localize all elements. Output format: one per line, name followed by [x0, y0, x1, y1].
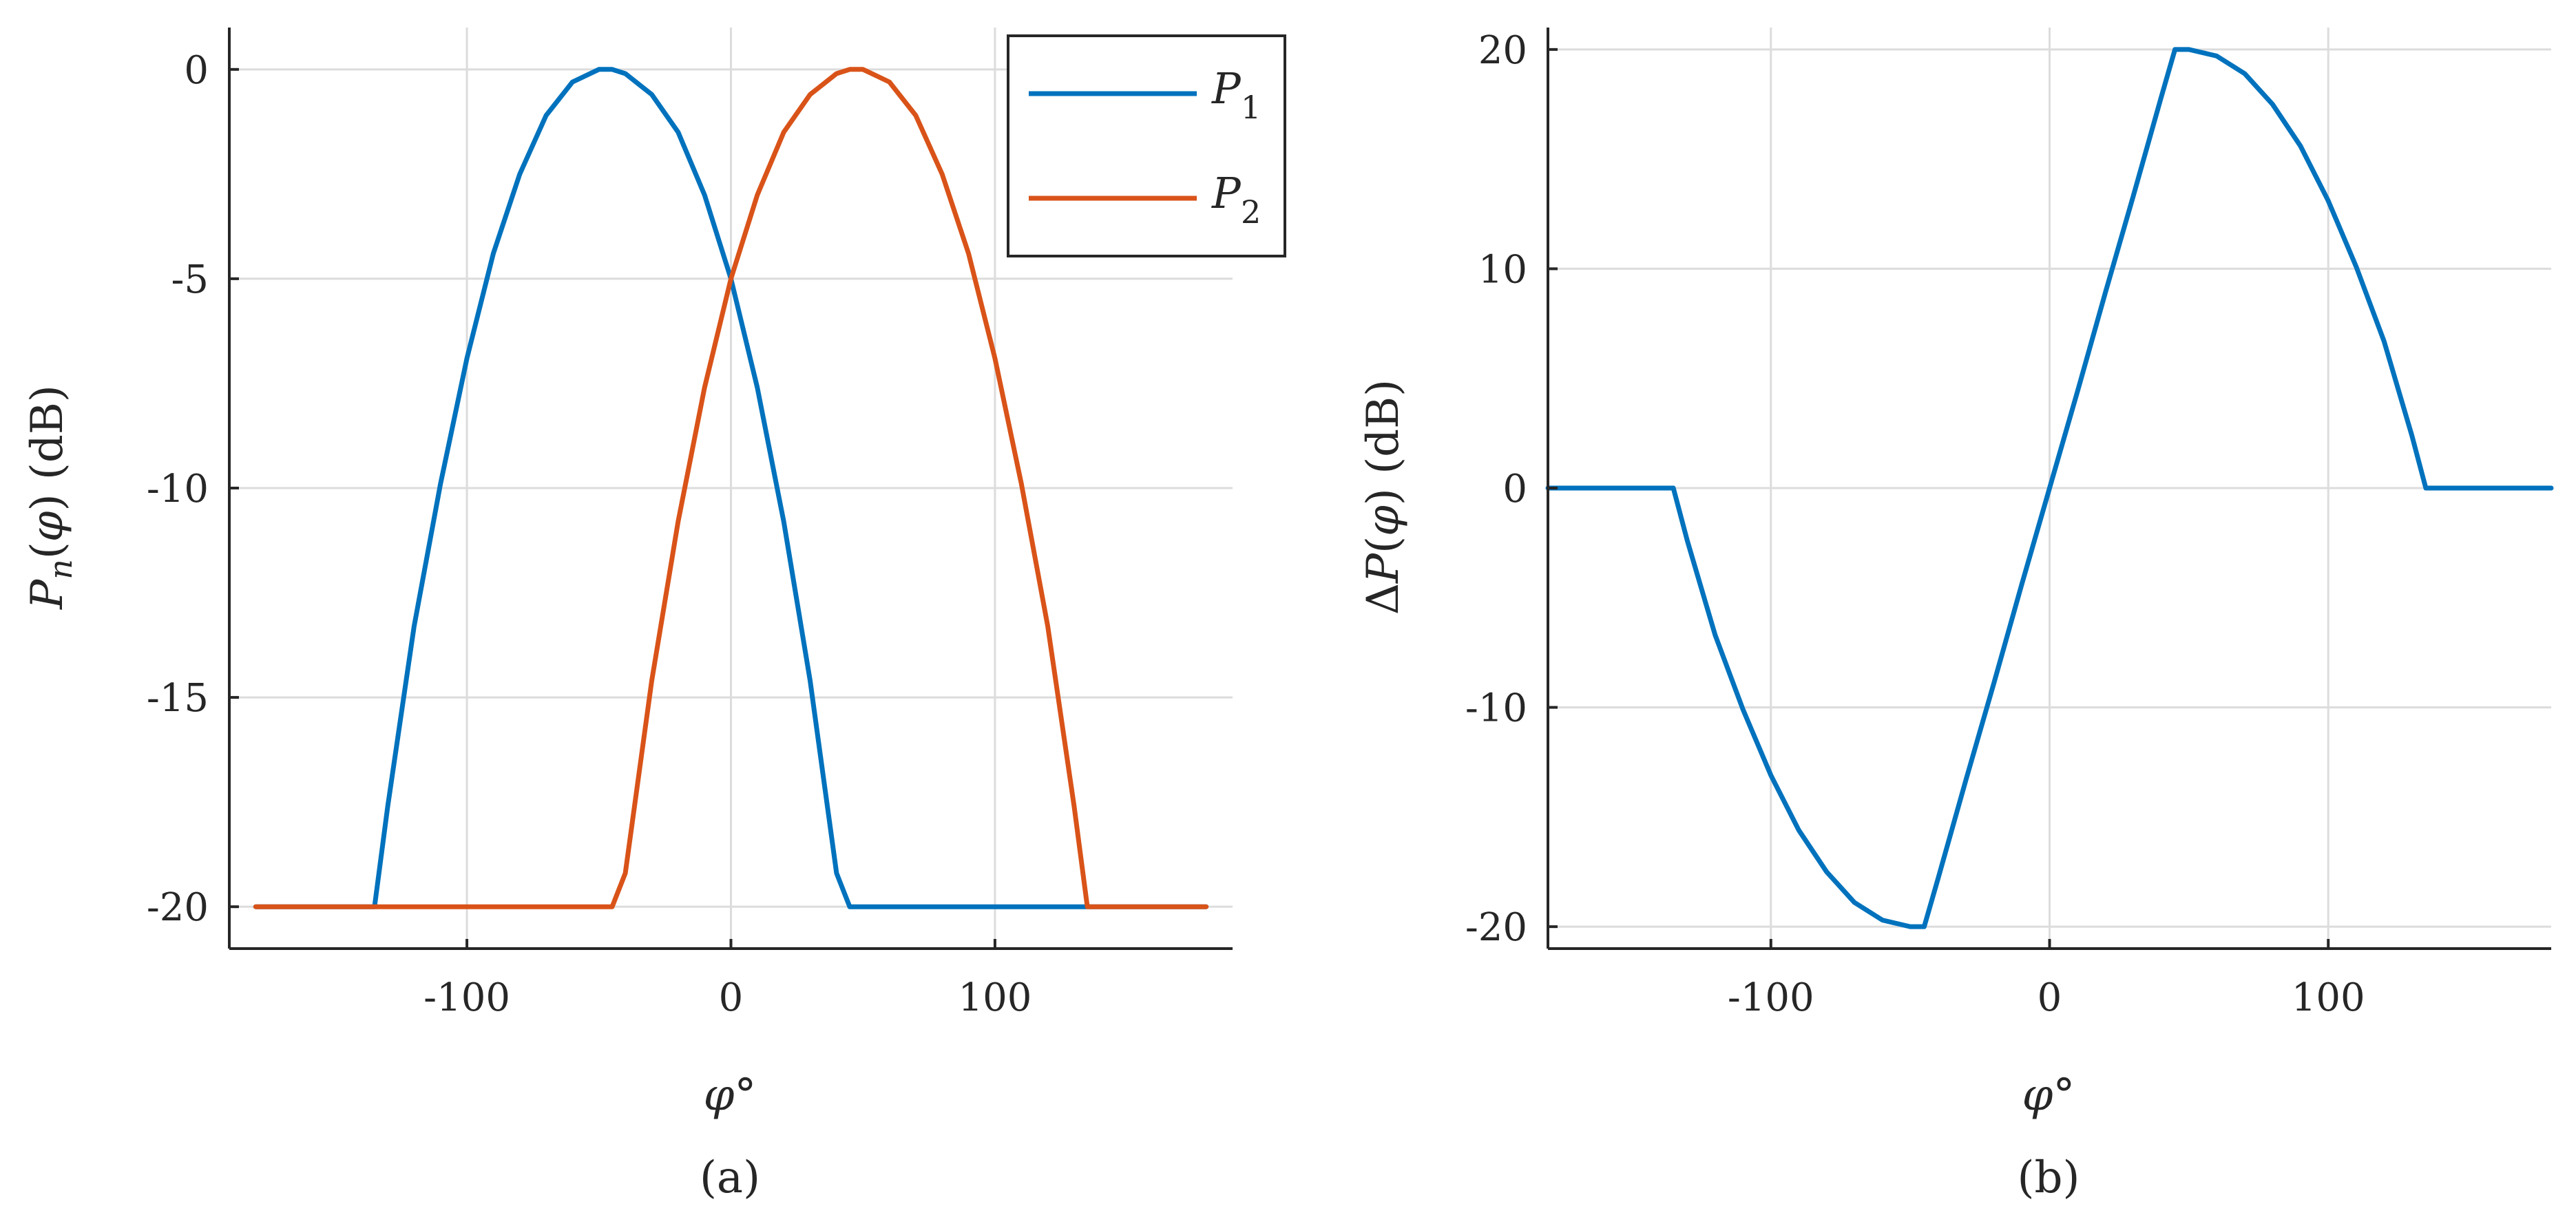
- y-tick-label-b-4: -20: [1465, 905, 1527, 950]
- x-tick-label-a-2: 100: [958, 975, 1032, 1020]
- x-tick-label-a-0: -100: [423, 975, 510, 1020]
- x-tick-label-a-1: 0: [719, 975, 744, 1020]
- grid-b: [1548, 28, 2551, 949]
- series-b: [1545, 47, 2554, 929]
- x-tick-label-b-2: 100: [2292, 975, 2365, 1020]
- y-tick-label-a-0: 0: [184, 48, 209, 93]
- y-axis-label-b: ΔP(φ) (dB): [1358, 379, 1409, 615]
- x-axis-label-a: φ°: [704, 1070, 757, 1121]
- legend-box: [1007, 34, 1286, 257]
- legend-label-p2: P: [1211, 168, 1242, 218]
- legend: P 1 P 2: [1007, 34, 1286, 257]
- x-axis-label-b: φ°: [2022, 1070, 2075, 1121]
- y-tick-label-a-1: -5: [171, 257, 209, 302]
- series-line-b-0: [1545, 47, 2554, 929]
- legend-sub-p2: 2: [1241, 193, 1261, 231]
- y-axis-label-a: Pn(φ) (dB): [22, 385, 79, 610]
- series-a: [253, 67, 1209, 909]
- panel-label-b: (b): [2018, 1152, 2080, 1203]
- x-tick-label-b-1: 0: [2038, 975, 2062, 1020]
- legend-label-p1: P: [1211, 63, 1242, 114]
- y-tick-label-a-3: -15: [147, 676, 209, 721]
- panel-label-a: (a): [700, 1152, 760, 1203]
- x-tick-label-b-0: -100: [1728, 975, 1814, 1020]
- y-tick-label-b-3: -10: [1465, 686, 1527, 731]
- chart-panel-a: -100 0 100 0 -5 -10 -15 -20 φ° Pn(φ) (dB) (a) P…: [22, 28, 1286, 1203]
- y-tick-label-b-1: 10: [1478, 247, 1527, 292]
- y-tick-label-b-0: 20: [1478, 28, 1527, 73]
- y-tick-label-a-2: -10: [147, 467, 209, 511]
- ticks-a: -100 0 100 0 -5 -10 -15 -20: [147, 48, 1032, 1020]
- y-tick-label-b-2: 0: [1502, 467, 1527, 511]
- series-line-a-p2: [253, 67, 1209, 909]
- legend-sub-p1: 1: [1241, 89, 1261, 126]
- y-tick-label-a-4: -20: [147, 885, 209, 930]
